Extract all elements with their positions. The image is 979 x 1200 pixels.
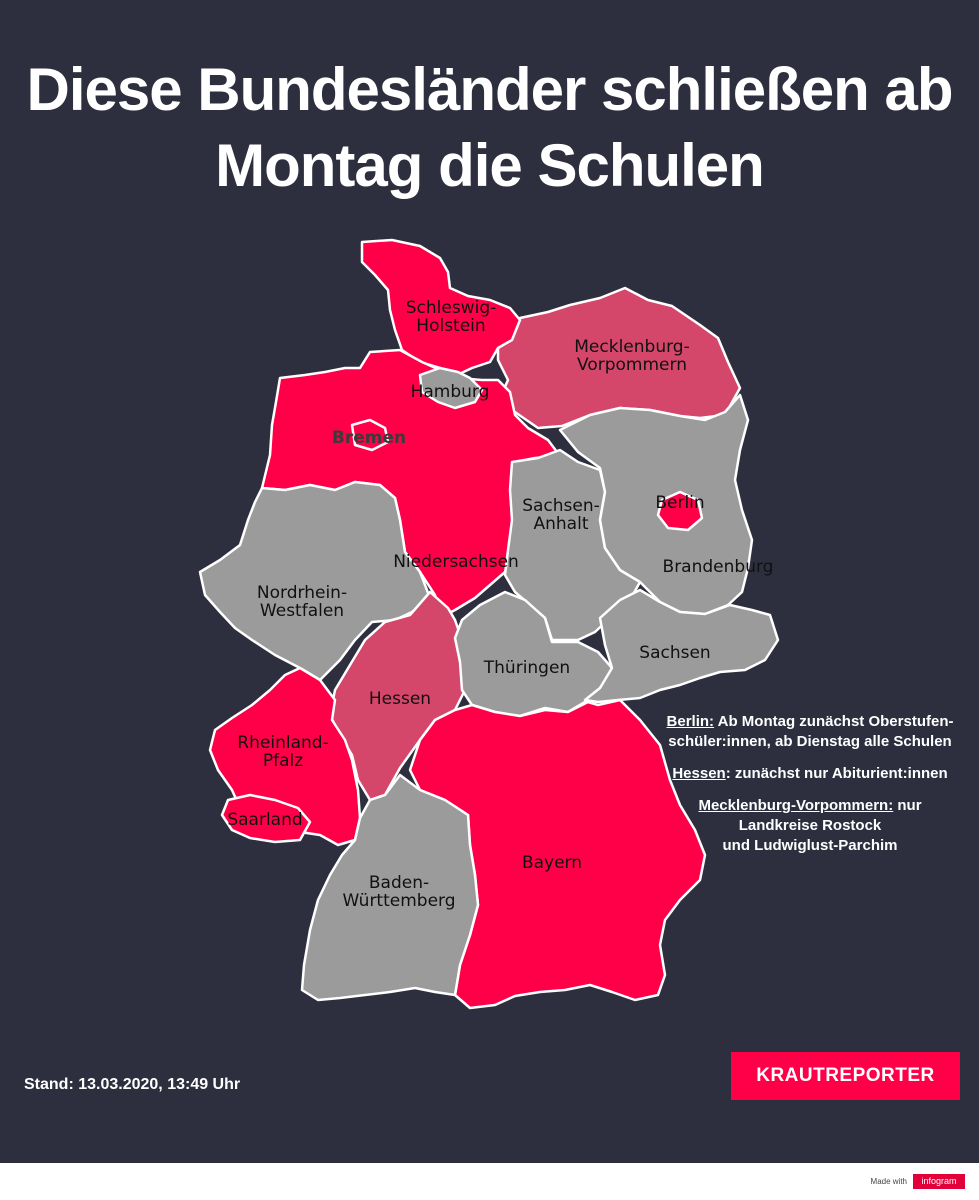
note-hessen: Hessen: zunächst nur Abiturient:innen [640,764,979,784]
footer: Made with infogram [0,1163,979,1200]
stand-timestamp: Stand: 13.03.2020, 13:49 Uhr [24,1076,241,1093]
state-label-rheinland-pfalz: Rheinland- [237,733,328,753]
state-label-brandenburg: Brandenburg [663,557,774,577]
notes-panel: Berlin: Ab Montag zunächst Oberstufen- s… [640,712,979,868]
state-label-hamburg: Hamburg [411,382,490,402]
note-mecklenburg-vorpommern: Mecklenburg-Vorpommern: nur Landkreise R… [640,796,979,856]
state-label-schleswig-holstein: Schleswig- [406,298,497,318]
state-label-niedersachsen: Niedersachsen [393,552,519,572]
state-label-bayern: Bayern [522,853,582,873]
state-label-thueringen: Thüringen [483,658,570,678]
state-label-nordrhein-westfalen: Nordrhein- [257,583,347,603]
state-label-bremen: Bremen [332,428,406,448]
note-key: Mecklenburg-Vorpommern: [698,797,894,814]
state-schleswig-holstein[interactable] [360,238,522,378]
state-sachsen[interactable] [583,588,780,704]
state-berlin[interactable] [656,490,704,532]
state-bremen[interactable] [350,418,390,452]
state-saarland[interactable] [220,793,312,844]
state-shapes [198,238,780,1010]
state-label-hessen: Hessen [369,689,431,709]
state-labels: Schleswig-Holstein Hamburg Mecklenburg-Vor… [227,298,773,911]
note-key: Hessen [672,765,726,782]
note-text: nur [893,797,922,814]
state-label-rheinland-pfalz: Pfalz [263,751,303,771]
title-line-1: Diese Bundesländer schließen ab [26,56,954,123]
state-label-sachsen: Sachsen [639,643,710,663]
infogram-logo[interactable]: infogram [913,1174,965,1189]
state-label-saarland: Saarland [227,810,302,830]
state-label-schleswig-holstein: Holstein [416,316,485,336]
note-text: : zunächst nur Abiturient:innen [725,765,948,782]
note-text: Landkreise Rostock [738,817,882,834]
map-title: Diese Bundesländer schließen ab Montag d… [0,52,979,204]
state-label-berlin: Berlin [655,493,704,513]
state-label-sachsen-anhalt: Anhalt [534,514,589,534]
note-text: und Ludwiglust-Parchim [722,837,898,854]
state-label-nordrhein-westfalen: Westfalen [260,601,344,621]
title-line-2: Montag die Schulen [215,132,765,199]
state-nordrhein-westfalen[interactable] [198,480,432,682]
state-baden-wuerttemberg[interactable] [300,773,480,1002]
krautreporter-logo[interactable]: KRAUTREPORTER [731,1052,960,1100]
note-key: Berlin: [666,713,715,730]
state-hamburg[interactable] [418,366,484,410]
note-berlin: Berlin: Ab Montag zunächst Oberstufen- s… [640,712,979,752]
state-label-baden-wuerttemberg: Baden- [369,873,429,893]
note-text: Ab Montag zunächst Oberstufen- [714,713,954,730]
state-label-baden-wuerttemberg: Württemberg [342,891,455,911]
state-brandenburg[interactable] [558,393,754,616]
note-text: schüler:innen, ab Dienstag alle Schulen [668,733,952,750]
state-label-sachsen-anhalt: Sachsen- [522,496,600,516]
made-with-text: Made with [870,1177,907,1186]
state-label-mecklenburg-vorpommern: Mecklenburg- [574,337,689,357]
state-label-mecklenburg-vorpommern: Vorpommern [577,355,687,375]
